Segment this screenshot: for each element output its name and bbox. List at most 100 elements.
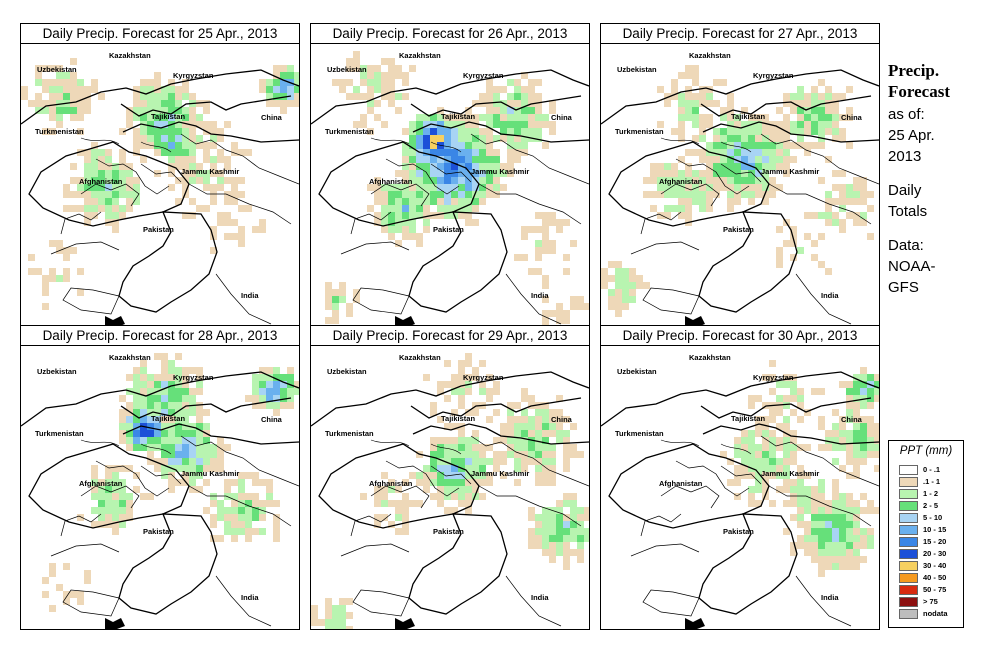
- precip-cell: [210, 156, 217, 163]
- precip-cell: [175, 142, 182, 149]
- precip-cell: [423, 156, 430, 163]
- precip-cell: [783, 416, 790, 423]
- precip-cell: [542, 535, 549, 542]
- precip-cell: [98, 177, 105, 184]
- precip-cell: [210, 191, 217, 198]
- precip-cell: [549, 416, 556, 423]
- precip-cell: [825, 500, 832, 507]
- precip-cell: [486, 472, 493, 479]
- precip-cell: [437, 149, 444, 156]
- precip-cell: [769, 156, 776, 163]
- precip-cell: [507, 93, 514, 100]
- precip-cell: [528, 542, 535, 549]
- precip-cell: [175, 479, 182, 486]
- precip-cell: [245, 514, 252, 521]
- precip-cell: [105, 514, 112, 521]
- precip-cell: [49, 79, 56, 86]
- precip-cell: [818, 177, 825, 184]
- precip-cell: [161, 381, 168, 388]
- precip-cell: [734, 142, 741, 149]
- precip-cell: [423, 374, 430, 381]
- precip-cell: [853, 381, 860, 388]
- country-label-kyrgyzstan: Kyrgyzstan: [173, 71, 214, 80]
- precip-cell: [853, 388, 860, 395]
- precip-cell: [472, 402, 479, 409]
- precip-cell: [381, 486, 388, 493]
- precip-cell: [584, 507, 589, 514]
- precip-cell: [867, 205, 874, 212]
- precip-cell: [528, 430, 535, 437]
- precip-cell: [437, 458, 444, 465]
- precip-cell: [563, 493, 570, 500]
- precip-cell: [196, 367, 203, 374]
- precip-cell: [458, 388, 465, 395]
- precip-cell: [388, 219, 395, 226]
- precip-cell: [839, 493, 846, 500]
- data-source-label: Data:: [888, 237, 924, 254]
- boundary-line: [768, 485, 872, 527]
- precip-cell: [444, 184, 451, 191]
- precip-cell: [35, 268, 42, 275]
- precip-cell: [776, 149, 783, 156]
- internal-boundary: [720, 141, 752, 153]
- precip-cell: [325, 598, 332, 605]
- precip-cell: [294, 72, 299, 79]
- precip-cell: [811, 500, 818, 507]
- precip-cell: [507, 156, 514, 163]
- precip-cell: [720, 149, 727, 156]
- precip-cell: [741, 458, 748, 465]
- precip-cell: [266, 86, 273, 93]
- precip-cell: [839, 542, 846, 549]
- precip-cell: [395, 514, 402, 521]
- precip-cell: [238, 479, 245, 486]
- legend-item: 20 - 30: [899, 548, 946, 559]
- precip-cell: [797, 479, 804, 486]
- precip-cell: [556, 514, 563, 521]
- precip-cell: [416, 198, 423, 205]
- boundary-line: [698, 211, 798, 313]
- precip-cell: [713, 170, 720, 177]
- precip-cell: [636, 282, 643, 289]
- precip-cell: [804, 121, 811, 128]
- boundary-line: [180, 435, 299, 487]
- precip-cell: [388, 500, 395, 507]
- precip-cell: [77, 591, 84, 598]
- precip-cells: [720, 360, 879, 577]
- precip-cell: [367, 184, 374, 191]
- precip-cell: [720, 184, 727, 191]
- precip-cell: [790, 233, 797, 240]
- precip-cell: [486, 121, 493, 128]
- precip-cell: [273, 93, 280, 100]
- precip-cell: [367, 205, 374, 212]
- precip-cell: [769, 500, 776, 507]
- precip-cell: [678, 72, 685, 79]
- precip-cell: [374, 500, 381, 507]
- precip-cell: [769, 444, 776, 451]
- precip-cell: [486, 444, 493, 451]
- precip-cell: [245, 205, 252, 212]
- internal-boundary: [140, 443, 172, 455]
- precip-cell: [486, 156, 493, 163]
- precip-cell: [154, 353, 161, 360]
- precip-cell: [713, 142, 720, 149]
- precip-cell: [535, 472, 542, 479]
- boundary-line: [660, 183, 720, 207]
- precip-cell: [542, 430, 549, 437]
- precip-cell: [727, 149, 734, 156]
- precip-cell: [91, 86, 98, 93]
- precip-cell: [210, 514, 217, 521]
- precip-cell: [507, 107, 514, 114]
- precip-cell: [203, 451, 210, 458]
- precip-cell: [140, 107, 147, 114]
- precip-cell: [542, 142, 549, 149]
- precip-cell: [493, 465, 500, 472]
- precip-cell: [769, 191, 776, 198]
- precip-cell: [507, 142, 514, 149]
- precip-cell: [126, 409, 133, 416]
- precip-cell: [846, 402, 853, 409]
- precip-cell: [388, 72, 395, 79]
- precip-cell: [224, 507, 231, 514]
- country-label-jammu-kashmir: Jammu Kashmir: [761, 469, 819, 478]
- precip-cell: [451, 465, 458, 472]
- precip-cell: [643, 282, 650, 289]
